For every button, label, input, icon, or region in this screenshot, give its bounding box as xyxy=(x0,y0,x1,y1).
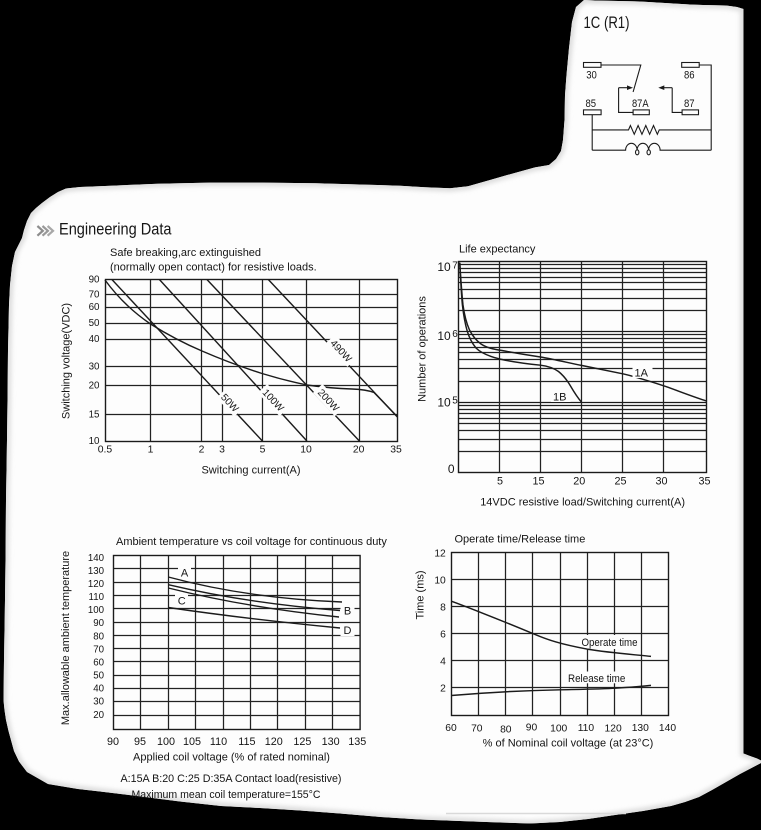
svg-text:5: 5 xyxy=(497,476,503,488)
svg-text:105: 105 xyxy=(183,736,201,748)
svg-text:1B: 1B xyxy=(553,392,566,404)
svg-text:15: 15 xyxy=(532,476,544,488)
svg-text:4: 4 xyxy=(440,656,446,667)
svg-text:2: 2 xyxy=(199,444,205,455)
svg-text:D: D xyxy=(344,625,352,637)
svg-text:10: 10 xyxy=(437,329,451,343)
svg-text:70: 70 xyxy=(93,644,104,655)
svg-text:Safe breaking,arc extinguished: Safe breaking,arc extinguished xyxy=(110,247,261,259)
svg-text:Life expectancy: Life expectancy xyxy=(459,244,536,256)
svg-text:Switching voltage(VDC): Switching voltage(VDC) xyxy=(61,303,73,419)
svg-text:70: 70 xyxy=(471,724,483,735)
svg-text:B: B xyxy=(344,605,351,617)
svg-text:120: 120 xyxy=(605,724,622,735)
svg-text:85: 85 xyxy=(586,98,597,110)
svg-text:5: 5 xyxy=(452,396,458,407)
svg-text:3: 3 xyxy=(219,444,225,455)
svg-text:90: 90 xyxy=(526,723,538,734)
svg-text:1A: 1A xyxy=(635,368,649,380)
svg-text:135: 135 xyxy=(348,736,366,748)
svg-text:130: 130 xyxy=(632,723,649,734)
svg-text:10: 10 xyxy=(437,260,451,274)
svg-text:30: 30 xyxy=(586,70,597,82)
svg-text:A:15A B:20 C:25 D:35A Contact: A:15A B:20 C:25 D:35A Contact load(resis… xyxy=(121,773,342,785)
svg-text:60: 60 xyxy=(445,723,457,734)
svg-text:130: 130 xyxy=(88,566,105,577)
svg-text:5: 5 xyxy=(260,444,266,455)
svg-text:15: 15 xyxy=(89,410,100,421)
svg-text:125: 125 xyxy=(293,736,311,748)
svg-text:Release time: Release time xyxy=(568,673,625,685)
svg-text:1: 1 xyxy=(148,444,154,455)
svg-text:10: 10 xyxy=(434,575,446,586)
svg-text:100: 100 xyxy=(157,736,175,748)
svg-text:90: 90 xyxy=(107,736,119,748)
svg-text:60: 60 xyxy=(89,302,100,313)
svg-text:35: 35 xyxy=(698,476,710,488)
svg-text:115: 115 xyxy=(238,736,255,748)
svg-text:Ambient temperature vs coil vo: Ambient temperature vs coil voltage for … xyxy=(116,536,387,548)
svg-text:100: 100 xyxy=(88,605,105,616)
svg-text:2: 2 xyxy=(440,683,446,694)
svg-text:40: 40 xyxy=(93,684,104,695)
svg-text:35: 35 xyxy=(390,444,402,455)
svg-text:86: 86 xyxy=(684,70,695,82)
svg-text:30: 30 xyxy=(655,476,667,488)
svg-text:10: 10 xyxy=(300,444,312,455)
svg-text:10: 10 xyxy=(437,396,451,410)
svg-text:30: 30 xyxy=(93,697,104,708)
svg-text:7: 7 xyxy=(452,260,458,271)
svg-text:110: 110 xyxy=(578,723,595,734)
svg-text:10: 10 xyxy=(89,436,100,447)
svg-text:140: 140 xyxy=(659,723,676,734)
svg-text:12: 12 xyxy=(434,548,446,559)
svg-text:140: 140 xyxy=(88,553,105,564)
svg-text:110: 110 xyxy=(210,736,227,748)
svg-text:130: 130 xyxy=(322,736,340,748)
svg-text:6: 6 xyxy=(452,329,458,340)
svg-text:100: 100 xyxy=(550,724,567,735)
svg-text:50: 50 xyxy=(89,318,100,329)
svg-text:20: 20 xyxy=(89,381,100,392)
svg-text:Switching current(A): Switching current(A) xyxy=(201,465,300,477)
svg-text:Operate time/Release time: Operate time/Release time xyxy=(455,534,586,546)
svg-text:6: 6 xyxy=(440,629,446,640)
svg-text:40: 40 xyxy=(89,334,100,345)
svg-text:14VDC resistive load/Switching: 14VDC resistive load/Switching current(A… xyxy=(480,497,685,509)
svg-text:87: 87 xyxy=(684,98,695,110)
svg-text:87A: 87A xyxy=(632,98,649,110)
svg-text:8: 8 xyxy=(440,602,446,613)
svg-text:25: 25 xyxy=(614,476,626,488)
svg-text:Engineering Data: Engineering Data xyxy=(59,220,172,239)
svg-text:20: 20 xyxy=(573,476,585,488)
svg-text:60: 60 xyxy=(93,657,104,668)
svg-text:Number of operations: Number of operations xyxy=(417,296,429,402)
svg-text:1C (R1): 1C (R1) xyxy=(584,14,630,32)
svg-text:20: 20 xyxy=(353,444,365,455)
svg-text:20: 20 xyxy=(93,710,104,721)
svg-text:Operate time: Operate time xyxy=(582,637,638,649)
svg-text:80: 80 xyxy=(93,631,104,642)
svg-text:90: 90 xyxy=(89,274,100,285)
svg-text:0: 0 xyxy=(448,462,455,476)
svg-text:110: 110 xyxy=(89,592,105,603)
svg-text:A: A xyxy=(181,567,189,579)
svg-text:Applied coil voltage (% of rat: Applied coil voltage (% of rated nominal… xyxy=(133,752,330,764)
svg-text:90: 90 xyxy=(93,618,104,629)
svg-text:30: 30 xyxy=(89,361,100,372)
svg-text:120: 120 xyxy=(265,736,283,748)
svg-text:Maximum mean coil temperature=: Maximum mean coil temperature=155°C xyxy=(132,789,321,801)
svg-text:95: 95 xyxy=(134,736,146,748)
svg-text:0.5: 0.5 xyxy=(98,444,113,455)
svg-text:C: C xyxy=(178,595,186,607)
svg-text:% of Nominal coil voltage (at: % of Nominal coil voltage (at 23°C) xyxy=(483,738,654,750)
svg-text:80: 80 xyxy=(500,725,512,736)
svg-text:Max.allowable ambient temperat: Max.allowable ambient temperature xyxy=(60,551,72,725)
svg-text:70: 70 xyxy=(89,290,100,301)
svg-text:(normally open contact) for re: (normally open contact) for resistive lo… xyxy=(110,262,317,274)
svg-text:Time (ms): Time (ms) xyxy=(415,570,427,619)
svg-text:50: 50 xyxy=(93,671,104,682)
svg-text:120: 120 xyxy=(88,579,105,590)
